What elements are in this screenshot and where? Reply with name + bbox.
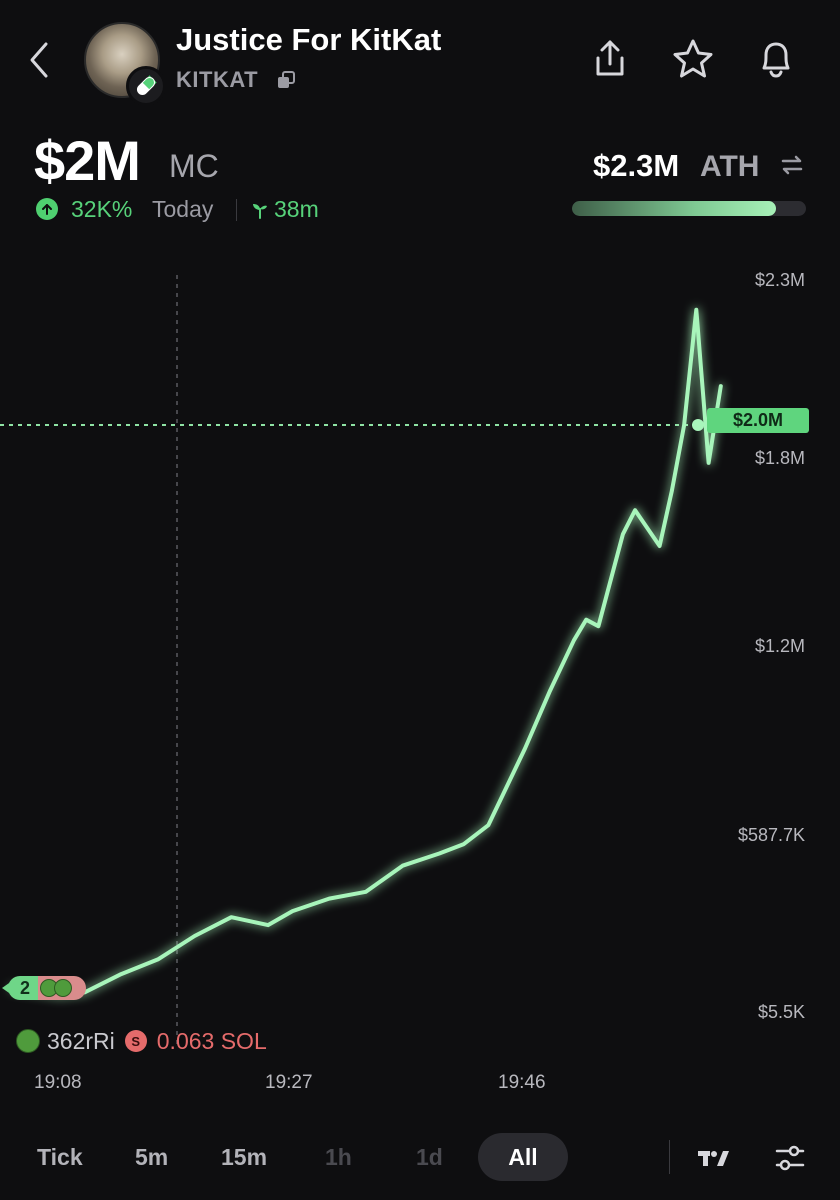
- y-tick-label: $1.2M: [754, 636, 805, 656]
- change-percent: 32K%: [71, 196, 133, 222]
- star-icon: [673, 39, 713, 78]
- trade-count: 2: [8, 976, 39, 1000]
- timeframe-tick[interactable]: Tick: [37, 1144, 83, 1170]
- swap-icon[interactable]: [778, 151, 806, 179]
- timeframe-all[interactable]: All: [478, 1133, 568, 1181]
- timeframe-15m[interactable]: 15m: [221, 1144, 268, 1170]
- alert-button[interactable]: [753, 36, 799, 82]
- trader-name: 362rRi: [47, 1027, 115, 1054]
- ath-value: $2.3M: [593, 148, 680, 183]
- x-tick-label: 19:27: [265, 1072, 313, 1093]
- market-cap-label: MC: [169, 148, 219, 184]
- share-button[interactable]: [587, 36, 633, 82]
- x-tick-label: 19:46: [498, 1072, 546, 1093]
- trade-amount: 0.063 SOL: [156, 1027, 267, 1054]
- ath-progress-fill: [572, 201, 776, 216]
- timeframe-1h[interactable]: 1h: [325, 1144, 352, 1170]
- favorite-button[interactable]: [670, 36, 716, 82]
- sliders-icon: [775, 1145, 805, 1171]
- timeframe-5m[interactable]: 5m: [135, 1144, 169, 1170]
- divider: [236, 199, 237, 221]
- change-period: Today: [152, 196, 214, 222]
- y-tick-label: $587.7K: [737, 825, 805, 845]
- frog-avatar-icon: [16, 1029, 40, 1053]
- price-series-line: [10, 307, 723, 998]
- token-age: 38m: [274, 196, 319, 222]
- chevron-left-icon: [30, 42, 48, 78]
- token-ticker: KITKAT: [176, 67, 259, 92]
- bell-icon: [762, 42, 790, 78]
- y-tick-label: $2.3M: [754, 270, 805, 290]
- tradingview-button[interactable]: [696, 1144, 732, 1172]
- sprout-icon: [250, 200, 270, 220]
- ath-progress-bar: [572, 201, 806, 216]
- x-tick-label: 19:08: [34, 1072, 82, 1093]
- trade-info[interactable]: 362rRi S 0.063 SOL: [16, 1027, 267, 1055]
- trade-marker[interactable]: 2: [8, 976, 87, 1000]
- divider: [669, 1140, 670, 1174]
- y-tick-label: $1.8M: [754, 448, 805, 468]
- arrow-up-icon: [36, 198, 58, 220]
- timeframe-1d[interactable]: 1d: [416, 1144, 443, 1170]
- share-icon: [596, 40, 624, 76]
- price-chart[interactable]: [0, 255, 840, 1100]
- ath-label: ATH: [700, 150, 760, 183]
- pill-badge-icon: [126, 66, 166, 106]
- market-cap-value: $2M: [34, 129, 141, 192]
- tradingview-icon: [698, 1151, 729, 1166]
- frog-avatar-icon: [54, 979, 73, 997]
- token-avatar: [84, 22, 160, 98]
- price-chart-svg: [0, 275, 723, 1045]
- copy-icon[interactable]: [276, 70, 296, 90]
- y-tick-label: $5.5K: [757, 1002, 805, 1022]
- token-title: Justice For KitKat: [176, 22, 442, 57]
- current-price-dot: [692, 419, 704, 431]
- settings-button[interactable]: [774, 1142, 806, 1174]
- trader-faces: [38, 976, 87, 1000]
- current-price-tag: $2.0M: [707, 408, 809, 433]
- back-button[interactable]: [24, 38, 58, 82]
- sell-badge: S: [124, 1030, 147, 1052]
